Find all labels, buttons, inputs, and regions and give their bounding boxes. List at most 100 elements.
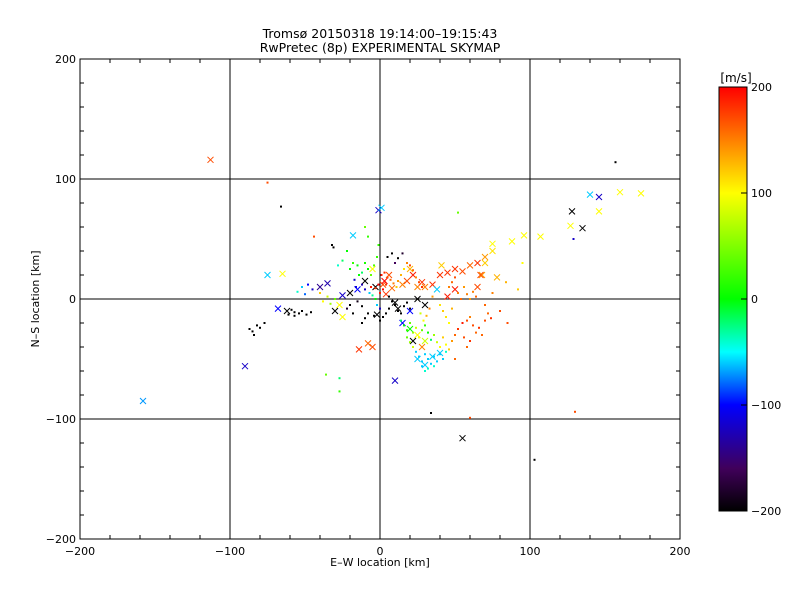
data-point-dot bbox=[397, 280, 399, 282]
data-point-dot bbox=[403, 324, 405, 327]
data-point-dot bbox=[406, 329, 408, 332]
data-point-x bbox=[493, 274, 501, 281]
data-point-dot bbox=[403, 268, 405, 270]
data-point-dot bbox=[386, 276, 389, 279]
data-point-dot bbox=[457, 328, 459, 330]
data-point-dot bbox=[448, 286, 450, 288]
data-point-dot bbox=[391, 300, 393, 303]
data-point-dot bbox=[364, 317, 366, 320]
data-point-dot bbox=[457, 292, 459, 294]
data-point-dot bbox=[463, 336, 465, 339]
data-point-dot bbox=[406, 262, 408, 264]
x-tick-labels: −200 −100 0 100 200 bbox=[65, 545, 691, 558]
colorbar-label: [m/s] bbox=[720, 71, 751, 85]
data-point-x bbox=[379, 281, 387, 288]
data-point-dot bbox=[373, 314, 375, 317]
data-point-dot bbox=[427, 331, 429, 334]
data-point-dot bbox=[256, 324, 258, 327]
data-point-x bbox=[459, 434, 466, 442]
data-point-dot bbox=[364, 288, 366, 291]
data-point-x bbox=[436, 349, 444, 357]
data-point-dot bbox=[517, 288, 519, 291]
data-point-x bbox=[403, 277, 411, 285]
data-point-dot bbox=[376, 304, 378, 306]
x-tick-label: 100 bbox=[520, 545, 541, 558]
data-point-dot bbox=[427, 358, 429, 360]
data-point-dot bbox=[293, 314, 296, 317]
data-point-dot bbox=[305, 313, 308, 316]
data-point-dot bbox=[484, 319, 486, 322]
colorbar: [m/s] −200 −100 0 100 200 bbox=[718, 71, 781, 518]
data-point-dot bbox=[353, 278, 356, 281]
data-point-dot bbox=[445, 350, 447, 353]
x-tick-label: −200 bbox=[65, 545, 95, 558]
data-point-dot bbox=[293, 311, 296, 314]
data-point-x bbox=[406, 307, 414, 315]
data-point-dot bbox=[521, 262, 524, 264]
data-point-dot bbox=[301, 310, 303, 312]
data-point-dot bbox=[361, 305, 363, 308]
data-point-x bbox=[444, 269, 451, 276]
data-point-dot bbox=[377, 283, 380, 286]
data-point-dot bbox=[424, 324, 426, 327]
data-point-dot bbox=[280, 205, 282, 208]
data-point-dot bbox=[419, 312, 422, 315]
data-point-x bbox=[489, 240, 496, 248]
data-point-dot bbox=[296, 290, 299, 293]
data-point-dot bbox=[412, 331, 414, 334]
data-point-x bbox=[207, 156, 214, 164]
data-point-dot bbox=[338, 390, 341, 393]
data-point-x bbox=[429, 353, 436, 360]
data-point-dot bbox=[373, 264, 375, 267]
data-point-dot bbox=[370, 274, 372, 276]
data-point-dot bbox=[427, 367, 429, 370]
data-point-dot bbox=[356, 264, 359, 267]
data-point-dot bbox=[430, 412, 432, 414]
data-point-dot bbox=[394, 304, 396, 306]
data-point-x bbox=[616, 188, 624, 196]
data-point-dot bbox=[403, 305, 405, 308]
y-tick-label: 0 bbox=[69, 293, 76, 306]
data-point-dot bbox=[481, 334, 483, 336]
data-point-x bbox=[520, 232, 528, 239]
y-tick-label: −100 bbox=[46, 413, 76, 426]
data-point-dot bbox=[319, 292, 321, 294]
colorbar-tick-label: −200 bbox=[751, 505, 781, 518]
data-point-dot bbox=[424, 370, 426, 372]
data-point-dot bbox=[466, 346, 468, 348]
data-point-dot bbox=[397, 310, 399, 312]
x-axis-label: E–W location [km] bbox=[330, 556, 430, 569]
data-point-x bbox=[421, 283, 429, 291]
data-point-dot bbox=[466, 319, 468, 322]
data-point-dot bbox=[329, 302, 332, 305]
data-point-dot bbox=[380, 274, 383, 276]
data-point-dot bbox=[400, 312, 402, 315]
data-point-dot bbox=[391, 252, 393, 255]
data-point-dot bbox=[442, 358, 444, 360]
data-point-dot bbox=[310, 311, 312, 314]
data-point-dot bbox=[383, 271, 386, 274]
data-point-dot bbox=[367, 235, 369, 238]
data-point-dot bbox=[290, 308, 293, 311]
data-point-dot bbox=[461, 322, 464, 324]
data-point-x bbox=[316, 283, 324, 291]
data-point-dot bbox=[418, 281, 420, 284]
data-point-dot bbox=[430, 338, 432, 341]
y-tick-labels: −200 −100 0 100 200 bbox=[46, 53, 76, 546]
data-point-dot bbox=[428, 307, 431, 310]
data-point-dot bbox=[418, 336, 420, 339]
data-point-dot bbox=[433, 334, 435, 336]
data-point-dot bbox=[451, 340, 453, 342]
data-point-dot bbox=[313, 235, 315, 238]
data-point-dot bbox=[346, 307, 348, 310]
data-point-dot bbox=[469, 316, 471, 318]
data-point-dot bbox=[406, 336, 408, 339]
data-point-dot bbox=[392, 282, 395, 285]
data-point-dot bbox=[431, 295, 434, 298]
data-point-dot bbox=[374, 298, 377, 300]
data-point-x bbox=[444, 293, 451, 300]
axis-ticks bbox=[79, 58, 681, 540]
y-axis-label: N–S location [km] bbox=[29, 250, 42, 347]
data-point-dot bbox=[346, 250, 348, 252]
